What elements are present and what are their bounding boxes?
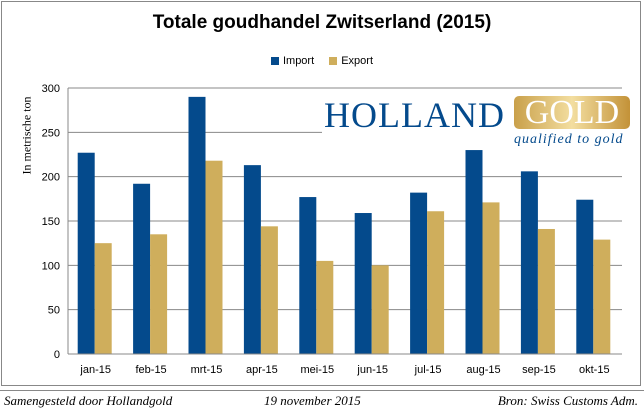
y-tick-label: 250: [42, 127, 60, 139]
bar-import: [133, 183, 151, 354]
y-tick-label: 0: [54, 349, 60, 361]
legend-swatch-import: [270, 57, 279, 66]
bar-export: [150, 234, 168, 354]
footer-source: Bron: Swiss Customs Adm.: [497, 393, 638, 408]
bar-export: [427, 211, 445, 354]
y-tick-label: 300: [42, 83, 60, 95]
legend-item-import: Import: [270, 55, 315, 67]
bar-export: [260, 226, 278, 354]
y-tick-label: 200: [42, 172, 60, 184]
y-tick-label: 50: [48, 305, 60, 317]
chart-title: Totale goudhandel Zwitserland (2015): [152, 12, 492, 33]
x-tick-label: apr-15: [246, 364, 278, 376]
x-tick-label: mei-15: [300, 364, 334, 376]
x-tick-label: jan-15: [79, 364, 111, 376]
x-tick-label: jul-15: [414, 364, 442, 376]
y-tick-label: 150: [42, 216, 60, 228]
logo-holland: HOLLAND: [324, 95, 505, 135]
bar-import: [354, 213, 372, 354]
legend-swatch-export: [329, 57, 338, 66]
bar-import: [188, 96, 206, 354]
bar-export: [205, 160, 223, 354]
bar-import: [410, 192, 428, 354]
y-tick-label: 100: [42, 260, 60, 272]
footer-date: 19 november 2015: [264, 393, 361, 408]
bar-import: [465, 150, 483, 354]
bar-import: [520, 171, 538, 354]
legend-label-export: Export: [341, 55, 374, 67]
bar-export: [537, 228, 555, 354]
x-tick-label: feb-15: [135, 364, 166, 376]
bar-import: [576, 199, 594, 354]
x-tick-label: sep-15: [522, 364, 556, 376]
bar-export: [593, 239, 611, 354]
logo-tagline: qualified to gold: [514, 132, 624, 147]
footer-credit: Samengesteld door Hollandgold: [4, 393, 173, 408]
bar-export: [482, 202, 500, 354]
bar-import: [299, 197, 317, 354]
legend-label-import: Import: [282, 55, 315, 67]
bar-export: [316, 260, 334, 354]
x-tick-label: mrt-15: [191, 364, 223, 376]
hollandgold-logo: HOLLAND GOLD qualified to gold: [324, 94, 634, 150]
legend-item-export: Export: [329, 55, 373, 67]
bar-import: [243, 165, 261, 354]
bar-import: [77, 152, 95, 354]
footer: Samengesteld door Hollandgold 19 novembe…: [0, 390, 644, 410]
chart-frame: [1, 1, 641, 386]
logo-gold: GOLD: [514, 96, 630, 130]
x-tick-label: jun-15: [356, 364, 388, 376]
x-tick-label: aug-15: [466, 364, 500, 376]
legend: Import Export: [0, 55, 644, 67]
bar-export: [94, 243, 112, 354]
bar-export: [371, 265, 389, 354]
x-tick-label: okt-15: [579, 364, 610, 376]
